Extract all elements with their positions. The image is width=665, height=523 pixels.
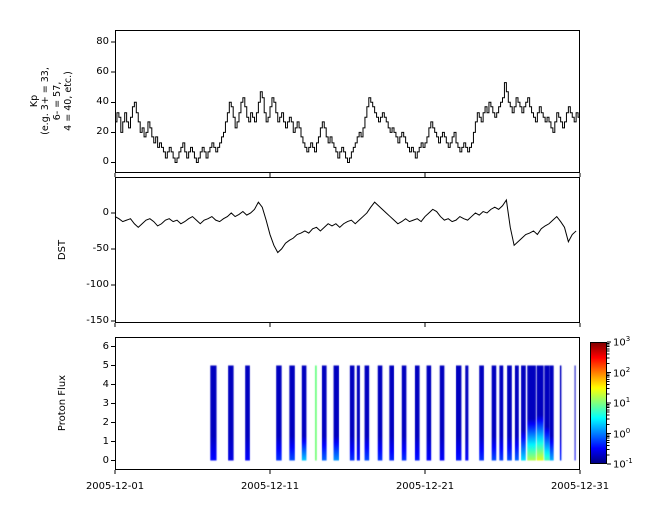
proton_flux-y-tick-label: 6 xyxy=(102,340,109,352)
kp-y-axis-label: Kp (e.g. 3+ = 33, 6- = 57, 4 = 40, etc.) xyxy=(29,67,75,135)
colorbar-tick-label: 101 xyxy=(613,396,631,410)
proton_flux-y-ticks xyxy=(111,346,115,461)
dst-y-tick-label: -150 xyxy=(86,314,109,326)
proton-flux-axes xyxy=(111,337,581,474)
kp-panel xyxy=(111,30,581,177)
dst-series-line xyxy=(114,198,577,254)
x-tick-label: 2005-12-11 xyxy=(240,481,300,492)
kp-series-line xyxy=(115,82,580,163)
kp-y-tick-label: 40 xyxy=(96,96,109,108)
colorbar xyxy=(590,341,611,465)
dst-x-ticks xyxy=(114,323,581,327)
proton_flux-y-tick-label: 1 xyxy=(102,435,109,447)
proton_flux-x-ticks xyxy=(114,470,581,474)
kp-y-tick-label: 20 xyxy=(96,126,109,138)
colorbar-ticks xyxy=(607,341,611,465)
proton-flux-y-axis-label: Proton Flux xyxy=(56,374,68,432)
dst-plot xyxy=(111,177,581,327)
proton_flux-y-tick-label: 3 xyxy=(102,397,109,409)
kp-y-ticks xyxy=(111,41,115,163)
x-tick-label: 2005-12-21 xyxy=(395,481,455,492)
colorbar-tick-label: 103 xyxy=(613,335,631,349)
colorbar-tick-label: 10-1 xyxy=(613,457,633,471)
dst-y-tick-label: -50 xyxy=(92,242,109,254)
x-tick-label: 2005-12-31 xyxy=(550,481,610,492)
colorbar-gradient xyxy=(590,342,607,464)
colorbar-tick-label: 102 xyxy=(613,365,631,379)
kp-x-ticks xyxy=(114,173,581,177)
proton-flux-heatmap xyxy=(115,337,580,470)
kp-y-tick-label: 0 xyxy=(102,156,109,168)
kp-plot xyxy=(111,30,581,177)
dst-y-ticks xyxy=(111,212,115,322)
proton_flux-y-tick-label: 4 xyxy=(102,378,109,390)
proton_flux-y-tick-label: 2 xyxy=(102,416,109,428)
x-tick-label: 2005-12-01 xyxy=(85,481,145,492)
proton_flux-y-tick-label: 5 xyxy=(102,359,109,371)
colorbar-tick-label: 100 xyxy=(613,426,631,440)
kp-y-tick-label: 60 xyxy=(96,66,109,78)
dst-panel xyxy=(111,177,581,327)
dst-y-tick-label: 0 xyxy=(102,206,109,218)
dst-y-tick-label: -100 xyxy=(86,278,109,290)
kp-y-tick-label: 80 xyxy=(96,36,109,48)
colorbar-axes xyxy=(590,341,611,465)
proton_flux-y-tick-label: 0 xyxy=(102,454,109,466)
proton-flux-panel xyxy=(111,337,581,474)
dst-y-axis-label: DST xyxy=(56,239,68,261)
